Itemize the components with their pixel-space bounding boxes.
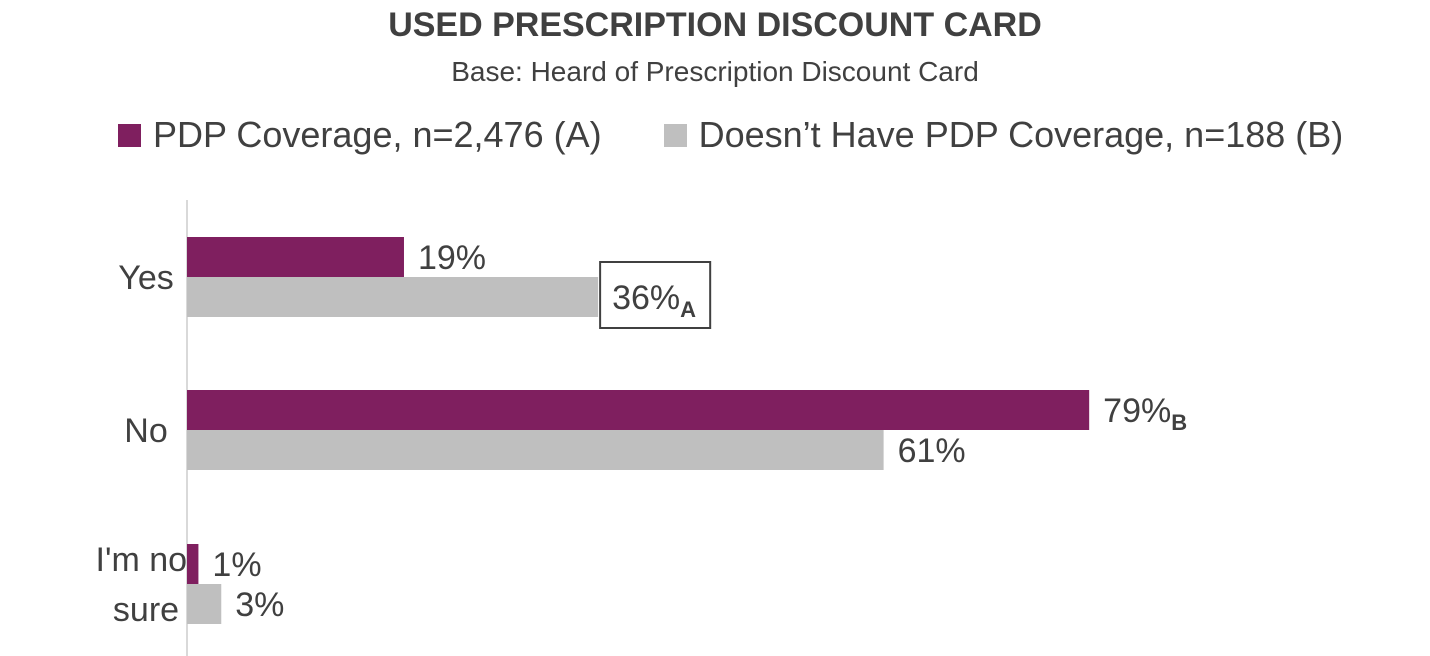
legend-label-series-a: PDP Coverage, n=2,476 (A) (153, 114, 602, 155)
legend-swatch-series-a (118, 123, 141, 147)
category-label: Yes (118, 259, 173, 297)
category-label: I'm not sure (96, 541, 198, 629)
bar-series-b (187, 277, 599, 317)
legend-swatch-series-b (663, 123, 687, 147)
bar-series-a (187, 544, 199, 584)
data-label: 79%B (1103, 392, 1187, 435)
legend-item-series-a: PDP Coverage, n=2,476 (A) (118, 114, 602, 156)
bar-series-b (187, 584, 222, 624)
data-label: 3% (235, 586, 284, 624)
legend-item-series-b: Doesn’t Have PDP Coverage, n=188 (B) (663, 114, 1344, 156)
category-label: No (124, 412, 167, 450)
legend-label-series-b: Doesn’t Have PDP Coverage, n=188 (B) (698, 114, 1344, 155)
data-label: 19% (418, 239, 486, 277)
data-label: 36%A (612, 279, 696, 322)
significance-highlight-box (599, 261, 712, 329)
bar-series-a (187, 390, 1090, 430)
chart-subtitle: Base: Heard of Prescription Discount Car… (451, 56, 979, 87)
chart-title: USED PRESCRIPTION DISCOUNT CARD (388, 6, 1042, 44)
data-label: 1% (212, 546, 261, 584)
data-label: 61% (898, 432, 966, 470)
bar-series-b (187, 430, 884, 470)
legend: PDP Coverage, n=2,476 (A) Doesn’t Have P… (118, 110, 1343, 160)
bar-series-a (187, 237, 404, 277)
